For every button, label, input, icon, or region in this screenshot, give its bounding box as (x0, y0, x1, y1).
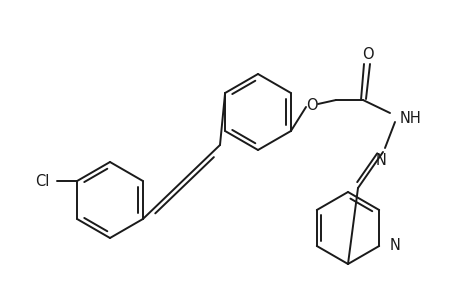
Text: N: N (375, 152, 386, 167)
Text: O: O (361, 46, 373, 62)
Text: N: N (388, 238, 399, 253)
Text: Cl: Cl (34, 173, 49, 188)
Text: NH: NH (399, 110, 421, 125)
Text: O: O (306, 98, 317, 112)
